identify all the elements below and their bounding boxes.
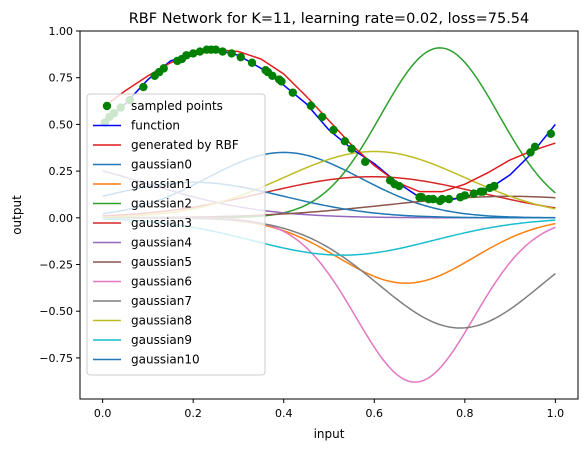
sampled-point: [268, 71, 277, 81]
sampled-point: [469, 189, 479, 198]
legend-label: gaussian3: [131, 216, 192, 230]
legend-label: function: [131, 119, 180, 133]
x-tick-label: 0.8: [456, 407, 474, 420]
x-axis-label: input: [314, 427, 345, 441]
sampled-point: [437, 194, 447, 204]
legend: sampled points function generated by RBF ga…: [86, 93, 266, 376]
sampled-point: [211, 45, 221, 54]
legend-label: gaussian7: [131, 294, 192, 308]
legend-label: generated by RBF: [131, 138, 239, 152]
x-tick-label: 0.0: [94, 407, 112, 420]
sampled-point: [428, 194, 438, 204]
sampled-point: [188, 49, 198, 58]
sampled-point: [306, 101, 316, 110]
sampled-point: [218, 47, 227, 56]
sampled-point: [526, 148, 535, 157]
legend-label: sampled points: [131, 99, 223, 113]
sampled-point: [394, 181, 404, 191]
x-tick-label: 1.0: [547, 407, 565, 420]
sampled-point: [277, 77, 286, 86]
sampled-point: [329, 125, 338, 135]
sampled-point: [236, 52, 245, 62]
y-tick-label: 0.25: [49, 165, 74, 178]
sampled-point: [247, 58, 257, 67]
legend-marker: [102, 101, 112, 111]
sampled-point: [159, 64, 168, 73]
legend-label: gaussian6: [131, 275, 192, 289]
legend-label: gaussian1: [131, 177, 192, 191]
legend-label: gaussian10: [131, 353, 200, 367]
legend-box: [86, 93, 266, 376]
y-tick-label: 0.00: [49, 212, 74, 225]
y-tick-label: 0.50: [49, 118, 74, 131]
legend-label: gaussian2: [131, 197, 192, 211]
sampled-point: [490, 181, 499, 191]
sampled-point: [340, 137, 350, 146]
sampled-point: [460, 191, 470, 200]
legend-label: gaussian9: [131, 333, 192, 347]
y-tick-label: 0.75: [49, 72, 74, 85]
legend-label: gaussian8: [131, 314, 192, 328]
sampled-point: [361, 157, 370, 166]
sampled-point: [195, 47, 205, 56]
y-tick-label: 1.00: [49, 25, 74, 38]
sampled-point: [139, 82, 148, 92]
sampled-point: [478, 187, 488, 196]
sampled-point: [530, 142, 540, 152]
legend-label: gaussian0: [131, 158, 192, 172]
x-tick-label: 0.6: [366, 407, 384, 420]
sampled-point: [417, 193, 427, 202]
y-tick-label: −0.50: [39, 305, 73, 318]
y-tick-label: −0.75: [39, 352, 73, 365]
y-axis-label: output: [10, 195, 24, 235]
sampled-point: [288, 88, 297, 97]
x-tick-label: 0.4: [275, 407, 293, 420]
sampled-point: [546, 129, 556, 138]
sampled-point: [318, 112, 327, 122]
x-tick-label: 0.2: [184, 407, 202, 420]
legend-label: gaussian5: [131, 255, 192, 269]
plot-frame: [79, 30, 579, 400]
sampled-point: [182, 51, 191, 60]
sampled-point: [347, 144, 356, 153]
sampled-point: [227, 49, 236, 58]
legend-label: gaussian4: [131, 236, 192, 250]
axes-layer: 0.0 0.2 0.4 0.6 0.8 1.0 −0.75 −0.50 −0.25 0.00 0.2…: [39, 25, 564, 420]
chart-title: RBF Network for K=11, learning rate=0.02…: [129, 11, 530, 27]
y-tick-label: −0.25: [39, 259, 73, 272]
sampled-point: [444, 194, 454, 204]
